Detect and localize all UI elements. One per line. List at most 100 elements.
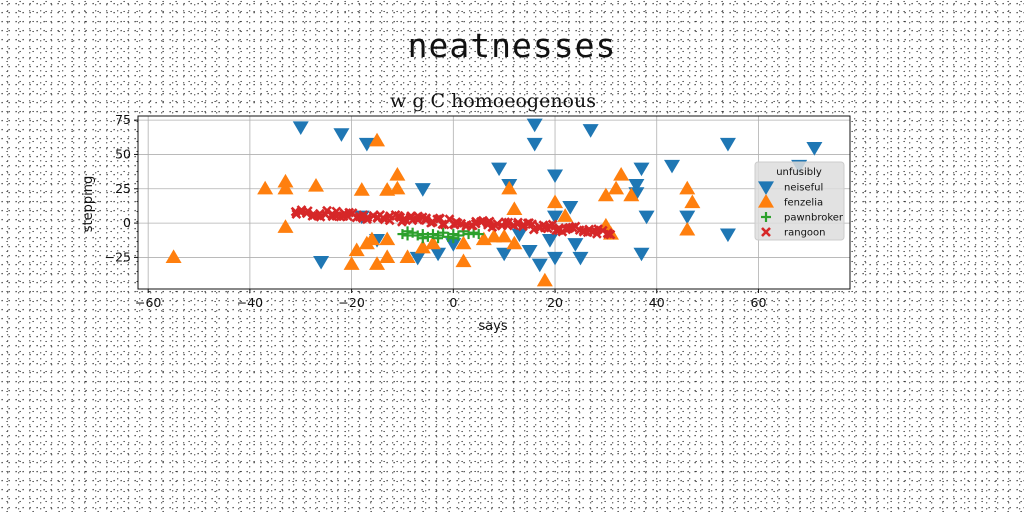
data-point [417,233,428,244]
data-point [613,167,630,181]
legend-label: rangoon [784,228,826,239]
data-point [389,167,406,181]
data-point [633,162,650,177]
data-point [541,233,558,248]
legend: unfusibly neiseful fenzelia pawnbroker rang… [754,161,845,241]
x-tick-label: 60 [751,295,767,310]
data-point [547,210,564,225]
data-point [369,132,386,147]
data-point [343,256,360,270]
data-point [369,256,386,270]
series-fenzelia [165,132,701,287]
legend-entry-fenzelia: fenzelia [758,194,823,209]
data-point [526,137,543,152]
legend-marker [761,212,771,222]
x-axis-label: says [478,319,507,334]
data-point [426,217,436,228]
data-point [308,178,324,192]
data-point [684,194,701,209]
plot-area: −60 −40 −20 0 20 40 60 −25 0 25 50 75 [105,112,851,310]
data-point [547,194,564,209]
data-point [562,201,579,215]
data-point [547,251,564,266]
data-point [353,182,370,196]
axes-frame [137,115,851,290]
y-tick-label: 50 [115,146,131,161]
legend-marker [758,194,774,208]
data-point [455,253,472,268]
data-point [379,249,396,264]
data-point [292,121,309,135]
data-point [526,118,543,133]
legend-marker [758,181,774,195]
data-point [379,231,396,246]
data-point [402,226,413,237]
data-point [679,180,696,195]
data-point [399,249,416,264]
data-point [496,247,513,262]
legend-label: pawnbroker [784,213,844,224]
data-point [521,244,538,259]
data-point [567,238,584,252]
y-tick-label: 25 [115,181,131,196]
data-point [506,235,523,250]
x-tick-label: −60 [135,295,161,310]
data-point [277,219,294,233]
data-point [506,201,523,215]
data-point [557,208,574,222]
data-point [486,228,502,243]
legend-marker [761,227,771,237]
data-point [511,228,528,243]
data-point [664,159,680,174]
series-rangoon [290,205,616,240]
data-point [473,229,484,240]
data-point [531,258,548,273]
legend-entry-rangoon: rangoon [761,227,826,239]
data-point [358,137,375,152]
data-point [409,251,426,266]
data-point [427,229,438,240]
data-point [547,169,564,184]
legend-label: fenzelia [784,198,823,209]
data-point [719,228,736,243]
data-point [414,239,431,254]
data-point [572,251,589,266]
data-point [638,210,655,225]
data-point [679,221,696,236]
figure-suptitle: neatnesses [407,26,617,65]
data-point [412,230,423,241]
data-point [463,229,474,240]
data-point [806,141,823,156]
data-point [277,180,294,195]
data-point [719,137,736,152]
data-point [503,217,514,228]
data-point [422,231,433,242]
data-point [333,128,350,142]
y-axis-label: stepping [81,176,96,232]
x-tick-label: 40 [649,295,665,310]
data-point [528,224,539,235]
y-tick-label: −25 [105,249,131,264]
data-point [679,210,696,225]
data-point [277,173,294,188]
legend-box [754,161,845,241]
chart-title: w g C homoeogenous [390,90,596,112]
data-point [443,231,454,242]
data-point [455,235,472,250]
x-tick-label: 0 [449,295,457,310]
plot-background [138,116,850,289]
data-point [582,124,599,138]
legend-entry-pawnbroker: pawnbroker [761,212,844,224]
data-point [313,255,330,270]
data-point [608,180,625,195]
data-point [257,180,274,195]
data-point [501,180,518,195]
data-point [496,228,513,243]
data-point [433,233,444,244]
data-point [623,187,640,202]
data-point [414,183,431,197]
data-point [398,214,409,225]
data-point [633,247,650,262]
data-point [407,227,418,238]
legend-label: neiseful [784,183,823,194]
